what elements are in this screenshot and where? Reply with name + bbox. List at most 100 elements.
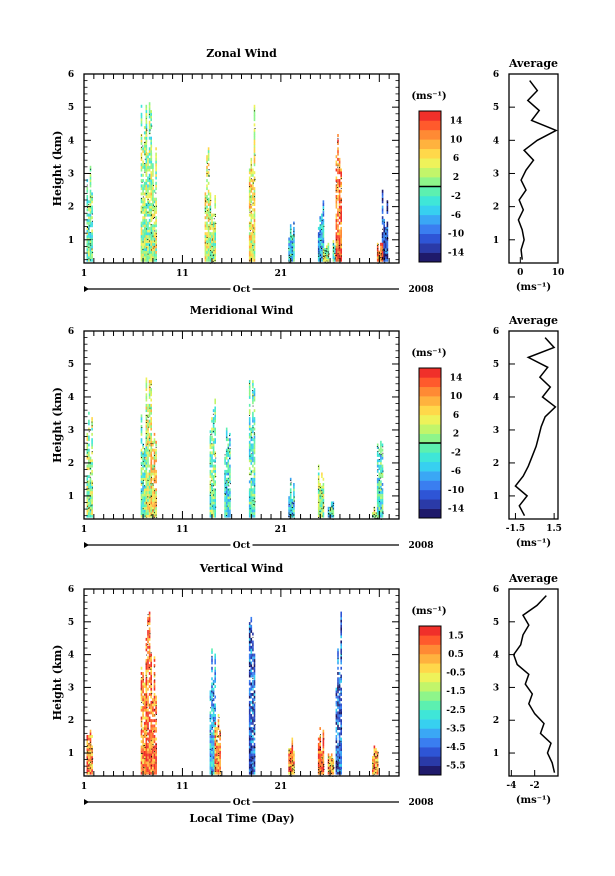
vertical-data-cell [86,771,89,775]
vertical-data-cell [372,761,374,765]
zonal-contour-mark [326,260,328,262]
meridional-data-cell [91,483,93,486]
meridional-contour-mark [330,509,331,510]
zonal-data-cell [337,250,339,254]
vertical-contour-mark [291,745,293,747]
meridional-data-cell [373,506,376,510]
zonal-data-cell [253,240,256,244]
vertical-colorbar-swatch [419,756,441,766]
vertical-contour-mark [318,769,319,771]
vertical-ytick-label: 1 [68,749,74,759]
meridional-contour-mark [377,475,378,476]
zonal-contour-mark [253,182,254,184]
vertical-data-cell [252,719,254,723]
vertical-data-cell [148,729,151,733]
meridional-colorbar-label: -6 [451,467,461,477]
meridional-contour-mark [372,518,374,520]
meridional-contour-mark [88,518,90,520]
meridional-contour-mark [328,516,330,518]
meridional-data-cell [252,480,254,484]
vertical-contour-mark [141,677,143,678]
vertical-data-cell [248,643,251,646]
meridional-data-cell [225,501,228,505]
meridional-plot-frame [83,330,400,520]
meridional-data-cell [229,496,231,500]
vertical-data-cell [86,763,89,767]
zonal-data-cell [207,155,210,159]
zonal-data-cell [326,245,328,249]
vertical-data-cell [148,651,151,654]
vertical-colorbar-label: -4.5 [446,743,465,753]
zonal-data-cell [150,173,153,177]
zonal-data-cell [155,173,157,177]
zonal-data-cell [209,242,212,246]
zonal-data-cell [385,256,387,259]
zonal-data-cell [327,248,330,252]
zonal-contour-mark [250,164,252,166]
vertical-data-cell [250,619,253,623]
vertical-data-cell [291,766,294,770]
zonal-data-cell [206,165,208,169]
vertical-data-cell [155,708,157,712]
zonal-data-cell [155,224,157,228]
zonal-data-cell [322,226,325,230]
meridional-contour-mark [228,477,230,479]
vertical-data-cell [211,724,213,728]
zonal-data-cell [142,232,144,236]
vertical-data-cell [147,666,149,670]
vertical-data-cell [89,756,92,759]
meridional-data-cell [378,506,381,510]
zonal-data-cell [321,226,323,230]
meridional-data-cell [153,488,156,492]
zonal-data-cell [150,203,153,206]
zonal-data-cell [253,123,256,127]
vertical-data-cell [214,708,216,712]
zonal-data-cell [140,205,143,209]
vertical-data-cell [248,756,251,759]
vertical-data-cell [253,745,256,749]
zonal-data-cell [145,248,148,252]
vertical-data-cell [337,672,339,675]
zonal-contour-mark [146,247,148,249]
vertical-data-cell [91,763,93,767]
meridional-data-cell [88,488,90,492]
meridional-data-cell [253,390,256,394]
vertical-data-cell [250,769,253,772]
meridional-data-cell [224,512,226,515]
zonal-data-cell [91,234,93,238]
vertical-data-cell [150,766,153,770]
meridional-data-cell [248,425,251,428]
meridional-data-cell [253,493,256,497]
zonal-data-cell [250,216,253,220]
zonal-data-cell [326,248,328,252]
meridional-data-cell [225,509,228,513]
meridional-data-cell [373,514,376,518]
zonal-data-cell [335,226,338,230]
meridional-data-cell [380,485,382,489]
vertical-data-cell [152,735,154,738]
zonal-data-cell [253,171,256,175]
vertical-data-cell [250,761,253,765]
zonal-data-cell [152,165,154,169]
zonal-data-cell [252,187,254,191]
meridional-contour-mark [377,469,379,471]
meridional-data-cell [91,485,93,489]
vertical-data-cell [317,745,320,749]
vertical-data-cell [332,758,335,762]
zonal-data-cell [322,210,325,214]
zonal-data-cell [335,232,338,236]
meridional-data-cell [289,504,292,508]
meridional-contour-mark [148,426,149,428]
vertical-data-cell [155,737,157,741]
zonal-contour-mark [337,141,339,143]
zonal-data-cell [381,218,384,222]
meridional-data-cell [227,448,230,452]
vertical-data-cell [319,758,321,762]
meridional-data-cell [147,498,149,502]
zonal-data-cell [335,213,338,217]
vertical-contour-mark [339,684,341,686]
meridional-contour-mark [382,511,384,513]
vertical-data-cell [335,735,338,738]
vertical-data-cell [253,658,256,662]
vertical-contour-mark [372,767,374,769]
